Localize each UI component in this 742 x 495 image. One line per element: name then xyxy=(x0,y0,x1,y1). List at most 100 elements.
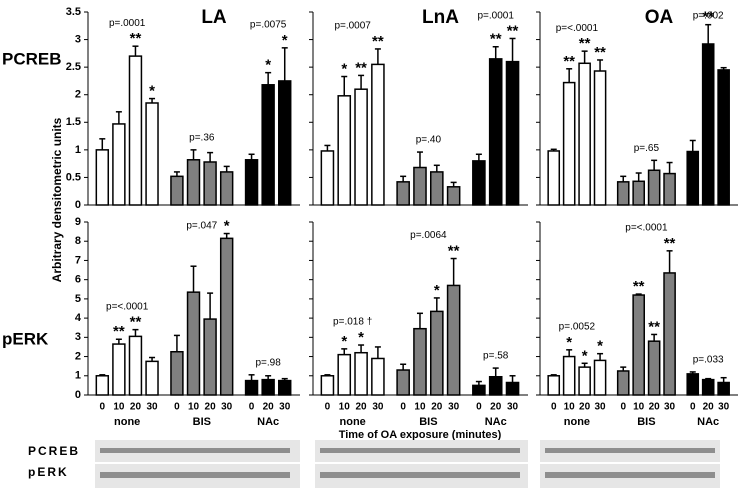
y-tick-label: 2 xyxy=(75,350,81,362)
x-tick-label: 30 xyxy=(507,402,519,413)
significance-star: * xyxy=(282,32,288,49)
x-tick-label: 10 xyxy=(564,402,576,413)
blot-band xyxy=(320,472,520,478)
bar xyxy=(562,355,576,396)
bar xyxy=(616,370,630,396)
y-axis-label: Arbitrary densitometric units xyxy=(50,117,64,282)
p-value: p=.36 xyxy=(189,132,215,143)
bar xyxy=(686,150,700,206)
blot-band xyxy=(100,448,290,453)
x-tick-label: 0 xyxy=(325,402,331,413)
x-tick-label: 20 xyxy=(356,402,368,413)
bar xyxy=(647,169,661,206)
p-value: p=.0001 xyxy=(109,18,146,29)
blot-label: PCREB xyxy=(28,444,80,458)
significance-star: * xyxy=(265,57,271,74)
y-tick-label: 2.5 xyxy=(66,61,81,73)
bar xyxy=(413,166,427,206)
x-tick-label: 20 xyxy=(263,402,275,413)
group-label: BIS xyxy=(193,416,211,428)
bar xyxy=(337,353,352,396)
significance-star: * xyxy=(224,218,230,235)
significance-star: * xyxy=(341,60,347,77)
y-tick-label: 6 xyxy=(75,274,81,286)
p-value: p=.98 xyxy=(255,357,281,368)
p-value: p=.40 xyxy=(416,135,442,146)
significance-star: ** xyxy=(594,44,606,61)
group-label: BIS xyxy=(419,416,437,428)
bar xyxy=(112,343,126,396)
p-value: p=.0064 xyxy=(410,230,447,241)
significance-star: ** xyxy=(633,278,645,295)
significance-star: ** xyxy=(130,314,142,331)
p-value: p=.58 xyxy=(483,351,509,362)
significance-star: * xyxy=(149,83,155,100)
significance-star: ** xyxy=(130,30,142,47)
p-value: p=<.0001 xyxy=(625,222,668,233)
blot-band xyxy=(545,472,715,478)
blot-band xyxy=(320,448,520,453)
y-tick-label: 3 xyxy=(75,33,81,45)
bar xyxy=(145,360,159,396)
x-tick-label: 0 xyxy=(620,402,626,413)
x-tick-label: 30 xyxy=(448,402,460,413)
significance-star: ** xyxy=(372,33,384,50)
bar xyxy=(95,149,110,206)
p-value: p=<.0001 xyxy=(106,301,149,312)
bar xyxy=(278,80,292,206)
bar xyxy=(616,181,630,206)
significance-star: ** xyxy=(563,53,575,70)
significance-star: * xyxy=(597,338,603,355)
bar xyxy=(203,161,217,206)
x-tick-label: 30 xyxy=(221,402,233,413)
blots xyxy=(95,440,720,488)
bar xyxy=(429,171,444,206)
bar xyxy=(446,284,461,396)
x-tick-label: 0 xyxy=(174,402,180,413)
bar xyxy=(663,172,676,206)
y-tick-label: 0 xyxy=(75,199,81,211)
significance-star: ** xyxy=(648,318,660,335)
row-label: PCREB xyxy=(2,49,62,68)
significance-star: ** xyxy=(579,35,591,52)
y-tick-label: 5 xyxy=(75,293,81,305)
bar xyxy=(593,359,607,396)
x-tick-label: 30 xyxy=(718,402,730,413)
significance-star: ** xyxy=(355,59,367,76)
bar xyxy=(701,378,715,396)
x-tick-label: 30 xyxy=(372,402,384,413)
x-tick-label: 20 xyxy=(490,402,502,413)
bar xyxy=(219,237,234,396)
x-tick-label: 10 xyxy=(188,402,200,413)
bar xyxy=(446,186,461,206)
blot-band xyxy=(545,448,715,453)
y-tick-label: 0.5 xyxy=(66,171,81,183)
bar xyxy=(170,175,184,206)
p-value: p=.65 xyxy=(634,143,660,154)
bar xyxy=(145,102,159,206)
bar xyxy=(261,378,275,396)
bar xyxy=(429,310,444,396)
bar xyxy=(170,351,184,396)
y-tick-label: 3 xyxy=(75,331,81,343)
significance-star: * xyxy=(566,334,572,351)
bar xyxy=(244,159,259,206)
bar xyxy=(472,160,486,206)
significance-star: ** xyxy=(448,242,460,259)
x-tick-label: 10 xyxy=(633,402,645,413)
p-value: p=<.0001 xyxy=(556,23,599,34)
y-tick-label: 1.5 xyxy=(66,116,81,128)
bar xyxy=(95,375,110,396)
bar xyxy=(278,379,292,396)
p-value: p=.018 † xyxy=(333,317,372,328)
x-axis-label: Time of OA exposure (minutes) xyxy=(339,429,502,441)
p-value: p=.0007 xyxy=(334,21,371,32)
bar xyxy=(488,375,503,396)
significance-star: * xyxy=(341,333,347,350)
bar xyxy=(337,95,352,206)
x-tick-label: 0 xyxy=(400,402,406,413)
bar xyxy=(112,123,126,206)
bar xyxy=(203,318,217,396)
y-tick-label: 9 xyxy=(75,216,81,228)
